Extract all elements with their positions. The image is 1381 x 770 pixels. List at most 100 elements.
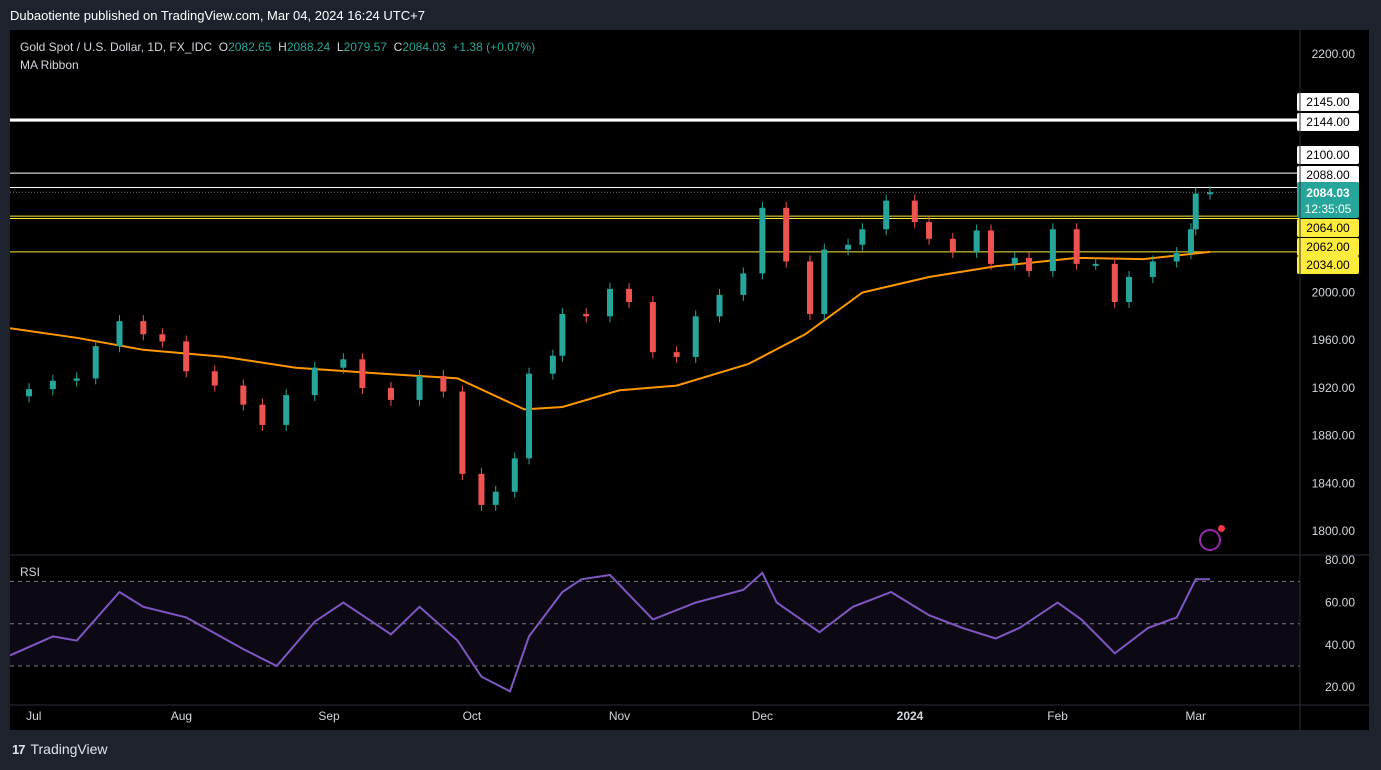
candle-body bbox=[283, 395, 290, 425]
level-badge-label: 2100.00 bbox=[1306, 148, 1350, 162]
candle-body bbox=[1187, 229, 1194, 254]
time-tick-label: Aug bbox=[171, 709, 192, 723]
chart-canvas[interactable]: 2200.00 2000.00 1960.00 1920.00 1880.00 1840.… bbox=[10, 30, 1369, 730]
time-tick-label: 2024 bbox=[897, 709, 924, 723]
rsi-pane-label[interactable]: RSI bbox=[20, 565, 41, 579]
candle-body bbox=[73, 378, 80, 381]
candle-body bbox=[1149, 261, 1156, 277]
level-badge bbox=[1297, 146, 1359, 164]
candle-body bbox=[116, 321, 123, 347]
chart-legend: Gold Spot / U.S. Dollar, 1D, FX_IDC O208… bbox=[20, 40, 535, 72]
candle-body bbox=[845, 244, 852, 250]
candle-body bbox=[911, 200, 918, 223]
level-badge-label: 2062.00 bbox=[1306, 240, 1350, 254]
time-tick-label: Sep bbox=[318, 709, 340, 723]
low-value: 2079.57 bbox=[343, 40, 387, 54]
level-badge-label: 2034.00 bbox=[1306, 258, 1350, 272]
candle-body bbox=[740, 273, 747, 295]
time-tick-label: Jul bbox=[26, 709, 41, 723]
candle-body bbox=[159, 334, 166, 342]
rsi-tick-label: 20.00 bbox=[1325, 680, 1355, 694]
candle-body bbox=[1026, 257, 1033, 272]
candle-body bbox=[973, 230, 980, 252]
candle-body bbox=[183, 341, 190, 372]
flash-icon[interactable] bbox=[1199, 525, 1225, 551]
level-badge bbox=[1297, 113, 1359, 131]
price-tick-label: 2200.00 bbox=[1312, 47, 1356, 61]
price-tick-label: 1880.00 bbox=[1312, 429, 1356, 443]
candle-body bbox=[259, 404, 266, 425]
candle-body bbox=[1011, 257, 1018, 264]
price-tick-label: 1960.00 bbox=[1312, 333, 1356, 347]
candle-body bbox=[692, 316, 699, 357]
candle-body bbox=[807, 261, 813, 314]
candle-body bbox=[211, 371, 218, 386]
candle-body bbox=[511, 458, 518, 492]
candle-body bbox=[549, 355, 556, 374]
candle-body bbox=[626, 288, 633, 303]
candle-body bbox=[783, 207, 790, 262]
time-tick-label: Feb bbox=[1047, 709, 1068, 723]
rsi-line bbox=[10, 571, 1210, 693]
candle-body bbox=[526, 373, 533, 459]
tradingview-brand: TradingView bbox=[30, 741, 108, 757]
high-label: H bbox=[278, 40, 287, 54]
time-tick-label: Nov bbox=[609, 709, 630, 723]
level-badge bbox=[1297, 238, 1359, 256]
candle-body bbox=[1126, 276, 1133, 303]
publisher-line: Dubaotiente published on TradingView.com… bbox=[10, 8, 425, 23]
last-price-label: 2084.03 bbox=[1306, 186, 1350, 200]
high-value: 2088.24 bbox=[286, 40, 331, 54]
candle-body bbox=[26, 389, 33, 397]
indicator-name[interactable]: MA Ribbon bbox=[20, 58, 79, 72]
candle-body bbox=[949, 238, 956, 252]
level-badge-label: 2145.00 bbox=[1306, 95, 1350, 109]
tradingview-logo: 17 bbox=[12, 741, 26, 757]
candle-body bbox=[559, 313, 566, 356]
level-badge bbox=[1297, 256, 1359, 274]
candle-body bbox=[1092, 263, 1099, 266]
level-badge-label: 2088.00 bbox=[1306, 168, 1350, 182]
candle-body bbox=[1073, 229, 1080, 264]
ma-ribbon-line bbox=[10, 250, 1211, 411]
candle-body bbox=[459, 391, 466, 474]
symbol-title: Gold Spot / U.S. Dollar, 1D, FX_IDC bbox=[20, 40, 213, 54]
time-tick-label: Dec bbox=[752, 709, 773, 723]
candle-body bbox=[416, 376, 423, 400]
level-badge-label: 2144.00 bbox=[1306, 115, 1350, 129]
rsi-tick-label: 80.00 bbox=[1325, 553, 1355, 567]
candle-body bbox=[987, 230, 994, 264]
candle-body bbox=[759, 207, 766, 274]
candle-body bbox=[340, 359, 347, 368]
candle-body bbox=[1207, 192, 1213, 195]
last-price-badge bbox=[1297, 182, 1359, 218]
candle-body bbox=[240, 385, 247, 405]
candle-body bbox=[387, 387, 394, 400]
level-badge bbox=[1297, 166, 1359, 184]
candle-body bbox=[92, 346, 99, 379]
candle-body bbox=[1173, 253, 1180, 262]
candle-body bbox=[607, 288, 613, 317]
candle-body bbox=[49, 380, 56, 390]
price-tick-label: 1840.00 bbox=[1312, 476, 1356, 490]
change-value: +1.38 (+0.07%) bbox=[452, 40, 536, 54]
price-tick-label: 1800.00 bbox=[1312, 524, 1356, 538]
candle-body bbox=[478, 473, 485, 505]
candle-body bbox=[492, 491, 499, 505]
close-value: 2084.03 bbox=[402, 40, 446, 54]
candle-body bbox=[859, 229, 866, 245]
candle-body bbox=[926, 222, 933, 239]
candle-body bbox=[1192, 193, 1199, 230]
legend-ohlc-row: Gold Spot / U.S. Dollar, 1D, FX_IDC O208… bbox=[20, 40, 535, 54]
price-tick-label: 2000.00 bbox=[1312, 286, 1356, 300]
candle-body bbox=[821, 249, 828, 314]
open-value: 2082.65 bbox=[228, 40, 272, 54]
rsi-tick-label: 40.00 bbox=[1325, 638, 1355, 652]
low-label: L bbox=[336, 40, 344, 54]
candle-body bbox=[649, 302, 656, 353]
countdown-label: 12:35:05 bbox=[1305, 202, 1352, 216]
chart-frame[interactable]: 2200.00 2000.00 1960.00 1920.00 1880.00 1840.… bbox=[10, 30, 1369, 730]
candle-body bbox=[440, 376, 447, 392]
time-tick-label: Oct bbox=[463, 709, 482, 723]
candle-body bbox=[359, 359, 366, 388]
